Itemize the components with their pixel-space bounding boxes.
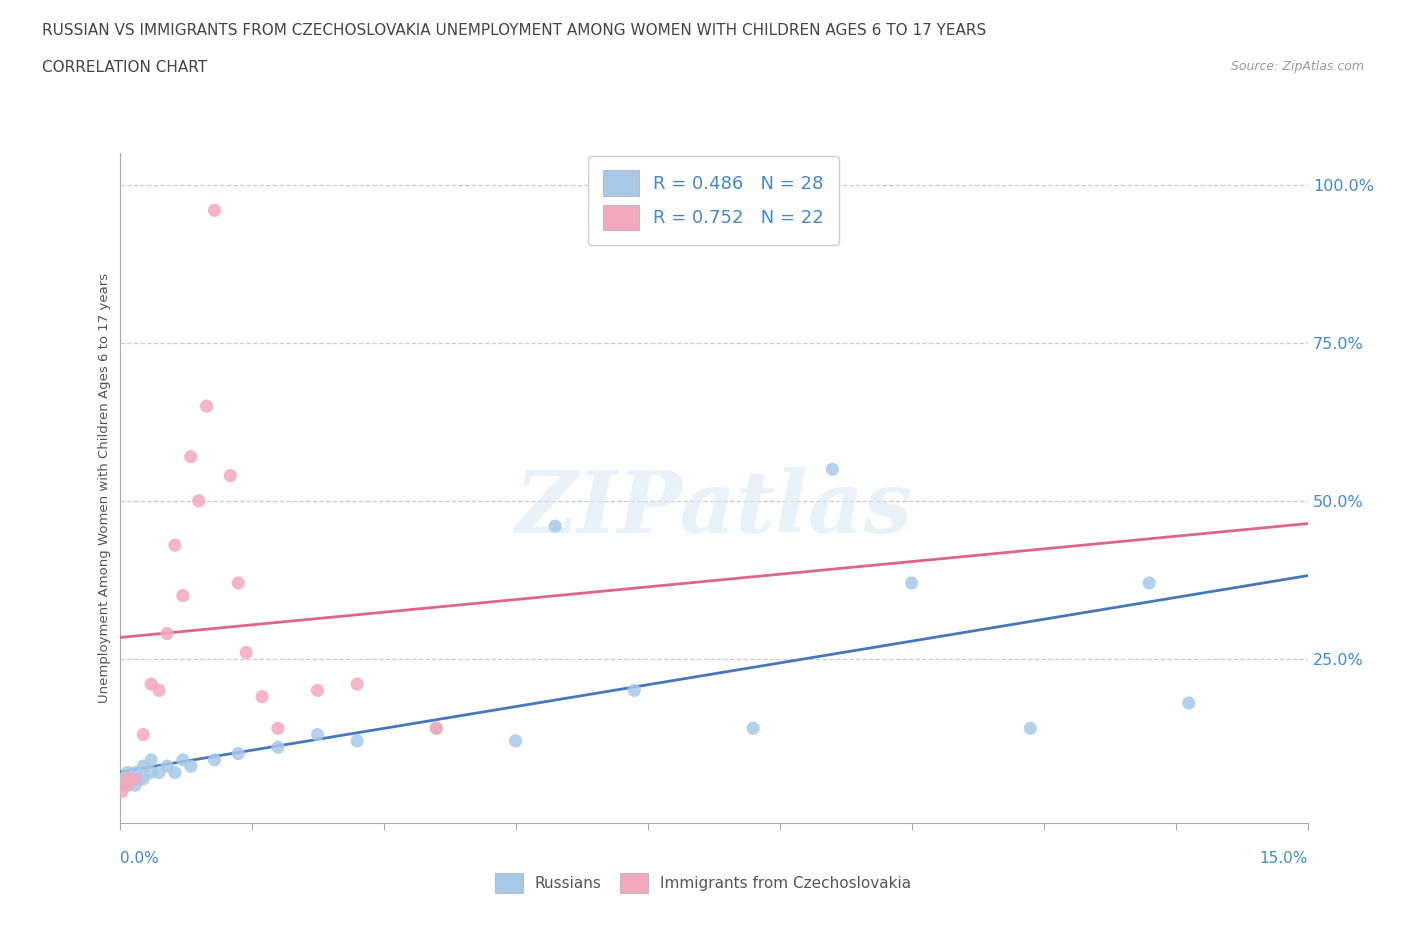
Point	[821, 462, 844, 477]
Point	[124, 771, 146, 786]
Point	[267, 721, 290, 736]
Legend: Russians, Immigrants from Czechoslovakia: Russians, Immigrants from Czechoslovakia	[489, 868, 917, 899]
Point	[307, 683, 329, 698]
Point	[124, 765, 146, 780]
Point	[163, 538, 186, 552]
Point	[425, 721, 447, 736]
Point	[163, 765, 186, 780]
Point	[204, 203, 226, 218]
Point	[307, 727, 329, 742]
Point	[235, 645, 257, 660]
Point	[132, 759, 155, 774]
Point	[111, 777, 134, 792]
Point	[228, 576, 250, 591]
Point	[156, 626, 179, 641]
Point	[112, 771, 135, 786]
Point	[623, 683, 645, 698]
Point	[267, 739, 290, 754]
Point	[117, 777, 139, 792]
Text: Source: ZipAtlas.com: Source: ZipAtlas.com	[1230, 60, 1364, 73]
Point	[742, 721, 765, 736]
Text: RUSSIAN VS IMMIGRANTS FROM CZECHOSLOVAKIA UNEMPLOYMENT AMONG WOMEN WITH CHILDREN: RUSSIAN VS IMMIGRANTS FROM CZECHOSLOVAKI…	[42, 23, 987, 38]
Point	[1137, 576, 1160, 591]
Point	[219, 468, 242, 483]
Y-axis label: Unemployment Among Women with Children Ages 6 to 17 years: Unemployment Among Women with Children A…	[98, 273, 111, 703]
Point	[346, 677, 368, 692]
Point	[1019, 721, 1042, 736]
Point	[156, 759, 179, 774]
Point	[505, 734, 527, 749]
Point	[120, 771, 142, 786]
Point	[141, 765, 163, 780]
Point	[425, 721, 447, 736]
Point	[124, 777, 146, 792]
Point	[132, 771, 155, 786]
Legend: R = 0.486   N = 28, R = 0.752   N = 22: R = 0.486 N = 28, R = 0.752 N = 22	[589, 156, 838, 245]
Point	[180, 759, 202, 774]
Text: 0.0%: 0.0%	[120, 851, 159, 866]
Point	[900, 576, 922, 591]
Point	[250, 689, 273, 704]
Point	[141, 677, 163, 692]
Point	[195, 399, 218, 414]
Point	[148, 683, 170, 698]
Point	[128, 771, 150, 786]
Point	[180, 449, 202, 464]
Point	[132, 727, 155, 742]
Point	[148, 765, 170, 780]
Point	[117, 771, 139, 786]
Point	[346, 734, 368, 749]
Point	[111, 784, 134, 799]
Point	[544, 519, 567, 534]
Point	[204, 752, 226, 767]
Point	[228, 746, 250, 761]
Point	[187, 494, 209, 509]
Point	[172, 588, 194, 603]
Text: CORRELATION CHART: CORRELATION CHART	[42, 60, 207, 75]
Point	[117, 765, 139, 780]
Point	[117, 777, 139, 792]
Point	[141, 752, 163, 767]
Point	[172, 752, 194, 767]
Text: 15.0%: 15.0%	[1260, 851, 1308, 866]
Text: ZIPatlas: ZIPatlas	[515, 467, 912, 550]
Point	[1178, 696, 1201, 711]
